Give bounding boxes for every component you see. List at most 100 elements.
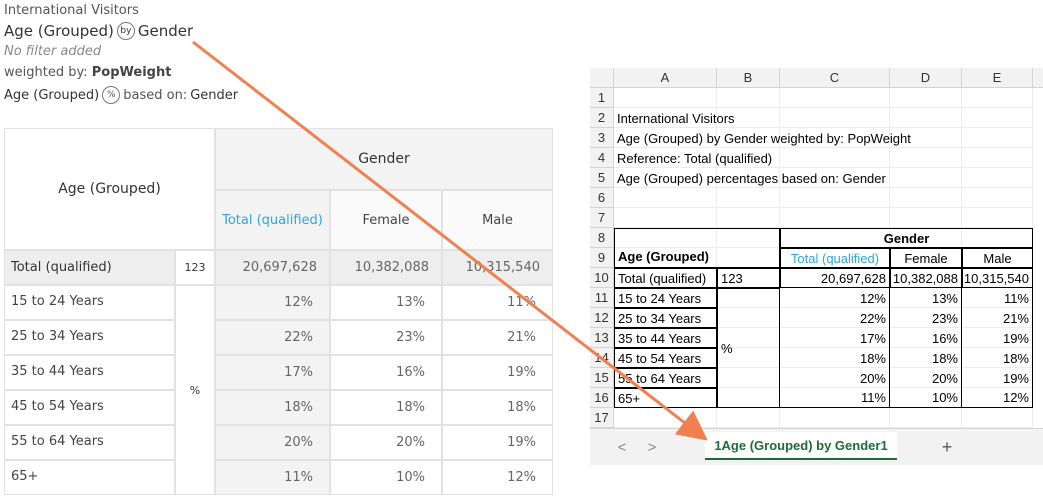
column-letter: C xyxy=(780,68,890,88)
dataset-name: International Visitors xyxy=(4,3,139,18)
grid-cell xyxy=(780,108,890,128)
row-number: 17 xyxy=(590,408,614,428)
cell-value: 23% xyxy=(330,320,442,355)
sheet-value: 10% xyxy=(890,388,962,408)
sheet-value: 19% xyxy=(962,368,1033,388)
pct-line: Age (Grouped) % based on: Gender xyxy=(4,86,238,104)
total-value: 10,382,088 xyxy=(330,250,442,285)
row-label: 25 to 34 Years xyxy=(4,320,175,355)
corner xyxy=(590,68,614,88)
row-number: 13 xyxy=(590,328,614,348)
col-group-header: Gender xyxy=(215,128,553,190)
sheet-row-label: 55 to 64 Years xyxy=(614,368,717,388)
column-letter: E xyxy=(962,68,1033,88)
stat-label: % xyxy=(175,285,215,495)
sheet-value: 18% xyxy=(780,348,890,368)
filter-note: No filter added xyxy=(4,44,102,59)
cell-value: 18% xyxy=(330,390,442,425)
row-number: 10 xyxy=(590,268,614,288)
grid-cell xyxy=(962,88,1033,108)
cell-value: 13% xyxy=(330,285,442,320)
grid-cell xyxy=(717,88,780,108)
column-header: Male xyxy=(442,190,553,250)
row-number: 6 xyxy=(590,188,614,208)
sheet-value: 23% xyxy=(890,308,962,328)
sheet-value: 19% xyxy=(962,328,1033,348)
row-label: 45 to 54 Years xyxy=(4,390,175,425)
row-number: 12 xyxy=(590,308,614,328)
sheet-line: International Visitors xyxy=(617,110,735,126)
sheet-column-header: Total (qualified) xyxy=(780,248,890,268)
sheet-value: 12% xyxy=(962,388,1033,408)
by-var: Gender xyxy=(137,22,194,40)
row-number: 9 xyxy=(590,248,614,268)
grid-cell xyxy=(717,188,780,208)
cell-value: 12% xyxy=(442,460,553,495)
grid-cell xyxy=(890,128,962,148)
add-sheet[interactable]: + xyxy=(941,436,953,457)
row-label: 65+ xyxy=(4,460,175,495)
sheet-value: 18% xyxy=(890,348,962,368)
grid-cell xyxy=(962,408,1033,428)
title-line: Age (Grouped) by Gender xyxy=(4,22,193,40)
row-number: 15 xyxy=(590,368,614,388)
row-number: 2 xyxy=(590,108,614,128)
column-header: Female xyxy=(330,190,442,250)
by-icon: by xyxy=(116,22,135,40)
weight-var: PopWeight xyxy=(91,65,172,80)
sheet-value: 12% xyxy=(780,288,890,308)
grid-cell xyxy=(614,408,717,428)
weighted-label: weighted by: xyxy=(4,65,88,80)
cell-value: 19% xyxy=(442,355,553,390)
row-number: 3 xyxy=(590,128,614,148)
cell-value: 12% xyxy=(215,285,330,320)
sheet-column-header: Male xyxy=(962,248,1033,268)
column-header: Total (qualified) xyxy=(215,190,330,250)
sheet-total-stat: 123 xyxy=(717,268,780,288)
grid-cell xyxy=(717,168,780,188)
row-number: 1 xyxy=(590,88,614,108)
sheet-total-value: 20,697,628 xyxy=(780,268,890,288)
grid-cell xyxy=(717,408,780,428)
grid-cell xyxy=(962,148,1033,168)
grid-cell xyxy=(780,88,890,108)
grid-cell xyxy=(962,128,1033,148)
grid-cell xyxy=(717,128,780,148)
row-label: 55 to 64 Years xyxy=(4,425,175,460)
nav-button[interactable]: > xyxy=(647,438,657,456)
cell-value: 20% xyxy=(330,425,442,460)
grid-cell xyxy=(717,148,780,168)
sheet-row-label: 15 to 24 Years xyxy=(614,288,717,308)
row-number: 8 xyxy=(590,228,614,248)
nav-button[interactable]: < xyxy=(617,438,627,456)
sheet-row-label: 45 to 54 Years xyxy=(614,348,717,368)
total-value: 10,315,540 xyxy=(442,250,553,285)
row-label: 15 to 24 Years xyxy=(4,285,175,320)
sheet-tab[interactable]: 1Age (Grouped) by Gender1 xyxy=(705,432,897,460)
title-var: Age (Grouped) xyxy=(4,22,114,40)
sheet-value: 22% xyxy=(780,308,890,328)
sheet-row-label: 35 to 44 Years xyxy=(614,328,717,348)
cell-value: 17% xyxy=(215,355,330,390)
cell-value: 18% xyxy=(442,390,553,425)
cell-value: 11% xyxy=(215,460,330,495)
grid-cell xyxy=(780,148,890,168)
pct-var: Age (Grouped) xyxy=(4,87,100,103)
grid-cell xyxy=(780,208,890,228)
sheet-line: Age (Grouped) by Gender weighted by: Pop… xyxy=(617,130,911,146)
grid-cell xyxy=(890,148,962,168)
row-number: 5 xyxy=(590,168,614,188)
cell-value: 16% xyxy=(330,355,442,390)
grid-cell xyxy=(614,208,717,228)
row-header: Age (Grouped) xyxy=(4,128,215,250)
grid-cell xyxy=(717,108,780,128)
grid-cell xyxy=(890,188,962,208)
cell-value: 10% xyxy=(330,460,442,495)
grid-cell xyxy=(780,128,890,148)
sheet-line: Reference: Total (qualified) xyxy=(617,150,773,166)
cell-value: 11% xyxy=(442,285,553,320)
cell-value: 22% xyxy=(215,320,330,355)
grid-cell xyxy=(962,108,1033,128)
grid-cell xyxy=(962,168,1033,188)
